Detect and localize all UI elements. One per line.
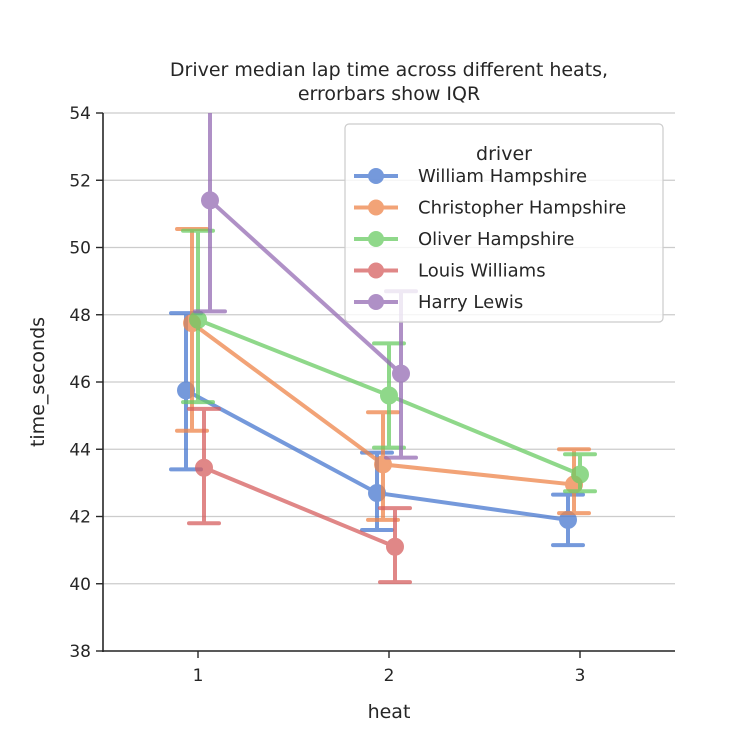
legend-dot <box>368 262 384 279</box>
y-tick-label: 44 <box>69 440 91 460</box>
legend-item: Harry Lewis <box>354 292 523 313</box>
y-tick-label: 38 <box>69 642 91 662</box>
y-tick-label: 46 <box>69 373 91 393</box>
x-axis-label: heat <box>368 701 411 723</box>
data-point <box>189 310 207 329</box>
series-louis-williams <box>187 406 412 585</box>
x-tick-label: 1 <box>193 666 204 686</box>
series-william-hampshire <box>169 311 585 548</box>
legend-label: Oliver Hampshire <box>418 229 574 250</box>
data-point <box>392 364 410 383</box>
legend-dot <box>368 294 384 310</box>
legend-dot <box>368 231 384 247</box>
legend-dot <box>368 168 384 184</box>
legend-label: William Hampshire <box>418 166 587 187</box>
y-tick-label: 54 <box>69 104 91 124</box>
y-axis-label: time_seconds <box>27 317 49 447</box>
y-tick-label: 48 <box>69 306 91 326</box>
data-point <box>380 386 398 405</box>
y-tick-label: 42 <box>69 508 91 528</box>
legend-item: William Hampshire <box>354 166 587 187</box>
legend-marker <box>354 168 398 184</box>
chart-title-line-2: errorbars show IQR <box>298 83 480 105</box>
legend-marker <box>354 294 398 310</box>
legend-label: Louis Williams <box>418 261 546 282</box>
y-tick-label: 50 <box>69 239 91 259</box>
legend-frame <box>344 123 664 323</box>
legend-marker <box>354 231 398 247</box>
data-point <box>386 537 404 556</box>
x-tick-label: 3 <box>575 666 586 686</box>
series-oliver-hampshire <box>181 228 597 494</box>
legend-item: Christopher Hampshire <box>354 198 626 219</box>
data-point <box>195 458 213 477</box>
legend-label: Christopher Hampshire <box>418 198 626 219</box>
legend: driver William Hampshire Christopher Hamp… <box>344 123 664 323</box>
y-tick-label: 52 <box>69 171 91 191</box>
series-line <box>203 465 396 549</box>
data-point <box>374 455 392 474</box>
legend-title: driver <box>476 143 532 165</box>
legend-marker <box>354 262 398 279</box>
legend-label: Harry Lewis <box>418 292 523 313</box>
legend-item: Louis Williams <box>354 261 546 282</box>
data-point <box>201 191 219 210</box>
data-point <box>571 465 589 484</box>
series-line <box>208 198 403 376</box>
x-tick-label: 2 <box>384 666 395 686</box>
y-tick-label: 40 <box>69 575 91 595</box>
chart-title-line-1: Driver median lap time across different … <box>170 59 608 81</box>
legend-dot <box>368 199 384 216</box>
legend-item: Oliver Hampshire <box>354 229 574 250</box>
legend-marker <box>354 199 398 216</box>
